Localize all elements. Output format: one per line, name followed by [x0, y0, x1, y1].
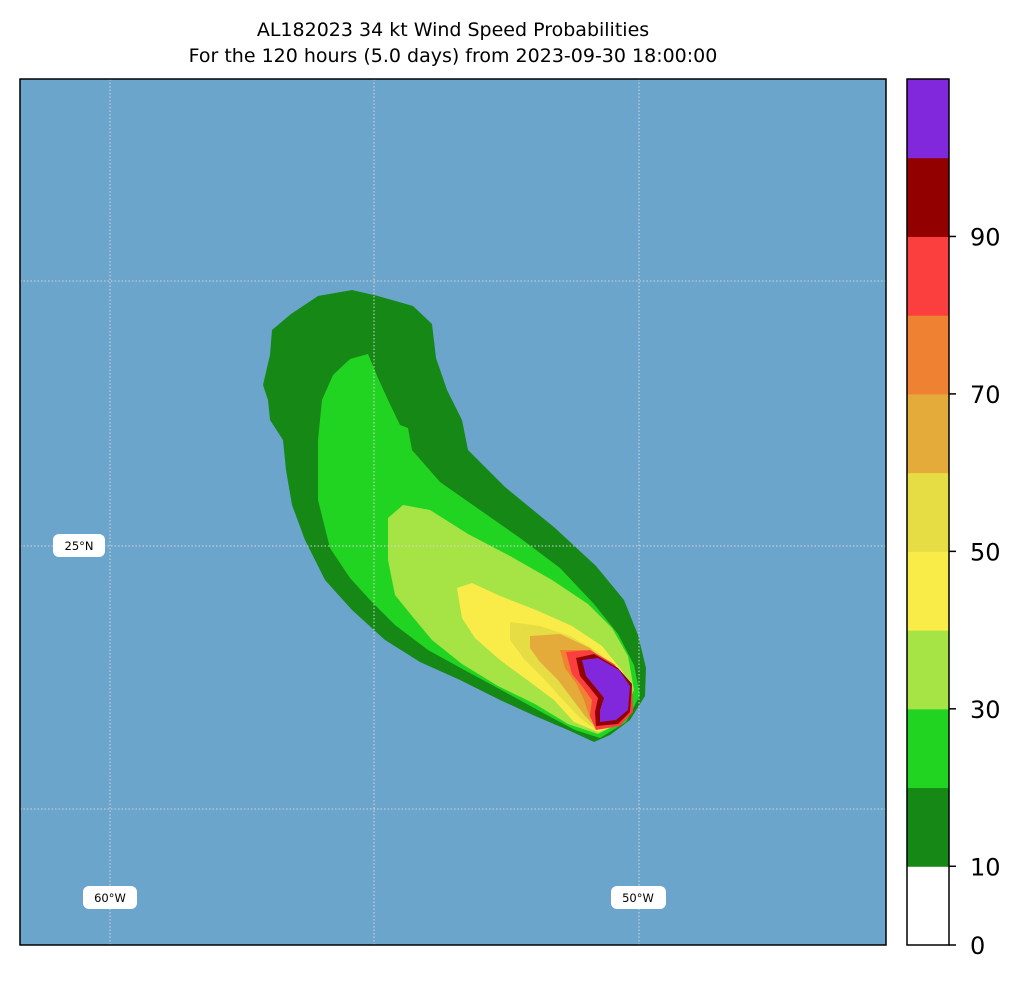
colorbar-segment-10 — [907, 787, 949, 867]
grid-label-50w-text: 50°W — [622, 891, 654, 905]
grid-label-60w: 60°W — [83, 886, 137, 909]
colorbar: 0 10 30 50 70 90 — [906, 78, 1001, 960]
map-frame — [19, 78, 887, 946]
gridlines — [20, 79, 886, 945]
probability-swath — [263, 290, 646, 742]
colorbar-segment-0 — [907, 866, 949, 946]
grid-label-50w: 50°W — [611, 886, 666, 909]
colorbar-segment-80 — [907, 236, 949, 316]
colorbar-segment-30 — [907, 630, 949, 710]
colorbar-segment-70 — [907, 315, 949, 395]
colorbar-tick-label-30: 30 — [970, 696, 1001, 724]
grid-label-25n-text: 25°N — [65, 539, 94, 553]
colorbar-tick-label-90: 90 — [970, 223, 1001, 251]
colorbar-tick-label-10: 10 — [970, 853, 1001, 881]
colorbar-segment-40 — [907, 551, 949, 631]
contour-100-plus — [582, 658, 630, 722]
map-title: AL182023 34 kt Wind Speed Probabilities — [256, 19, 650, 41]
grid-label-25n: 25°N — [53, 534, 105, 557]
colorbar-segment-90 — [907, 157, 949, 237]
colorbar-segment-20 — [907, 708, 949, 789]
grid-label-60w-text: 60°W — [94, 891, 126, 905]
colorbar-tick-label-0: 0 — [970, 932, 985, 960]
map-subtitle: For the 120 hours (5.0 days) from 2023-0… — [188, 45, 718, 67]
colorbar-frame — [906, 78, 950, 946]
colorbar-segment-100 — [907, 79, 949, 159]
colorbar-segment-50 — [907, 472, 949, 552]
colorbar-tick-label-70: 70 — [970, 381, 1001, 409]
colorbar-tick-label-50: 50 — [970, 538, 1001, 566]
colorbar-segment-60 — [907, 393, 949, 474]
